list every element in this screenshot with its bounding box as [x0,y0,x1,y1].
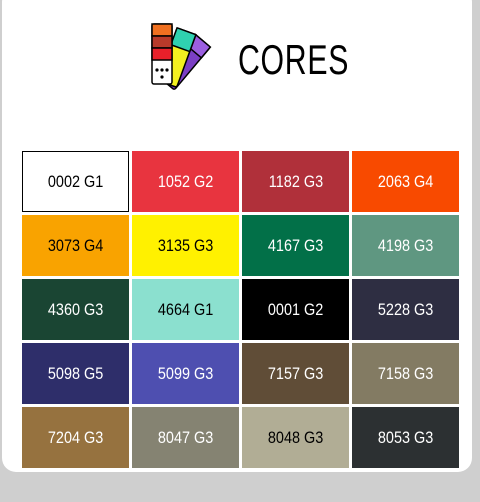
color-swatch: 2063 G4 [352,151,459,212]
swatch-label: 1182 G3 [268,171,323,191]
swatch-label: 5099 G3 [157,363,214,383]
swatch-label: 8048 G3 [267,427,324,447]
color-swatch: 7158 G3 [352,343,459,404]
color-swatch: 1052 G2 [132,151,239,212]
swatch-label: 4198 G3 [377,235,434,255]
title: CORES [238,36,350,83]
swatch-label: 8053 G3 [377,427,434,447]
color-swatch: 7204 G3 [22,407,129,468]
swatch-label: 0001 G2 [267,299,324,319]
color-swatch: 5099 G3 [132,343,239,404]
swatch-label: 1052 G2 [157,171,214,191]
swatch-label: 4360 G3 [47,299,104,319]
swatch-label: 7158 G3 [377,363,434,383]
color-swatch: 3135 G3 [132,215,239,276]
color-swatch: 4664 G1 [132,279,239,340]
swatch-label: 3135 G3 [157,235,214,255]
color-swatch: 7157 G3 [242,343,349,404]
swatch-label: 0002 G1 [47,171,104,191]
swatch-label: 7204 G3 [47,427,104,447]
color-swatch: 8047 G3 [132,407,239,468]
swatch-label: 7157 G3 [267,363,324,383]
swatch-label: 4664 G1 [157,299,214,319]
swatch-label: 5228 G3 [377,299,434,319]
color-swatch: 1182 G3 [242,151,349,212]
swatch-label: 2063 G4 [377,171,434,191]
swatch-label: 5098 G5 [47,363,104,383]
color-swatch: 4167 G3 [242,215,349,276]
color-swatch: 8048 G3 [242,407,349,468]
swatch-label: 3073 G4 [47,235,104,255]
color-swatch: 0002 G1 [22,151,129,212]
color-swatch: 3073 G4 [22,215,129,276]
palette-icon [151,23,212,90]
swatch-label: 4167 G3 [267,235,324,255]
color-swatch: 5228 G3 [352,279,459,340]
color-swatch: 8053 G3 [352,407,459,468]
color-swatch: 4360 G3 [22,279,129,340]
swatch-label: 8047 G3 [157,427,214,447]
swatch-grid: 0002 G1 1052 G2 1182 G3 2063 G4 3073 G4 3135 … [22,151,460,468]
color-swatch: 4198 G3 [352,215,459,276]
color-swatch: 5098 G5 [22,343,129,404]
color-swatch: 0001 G2 [242,279,349,340]
